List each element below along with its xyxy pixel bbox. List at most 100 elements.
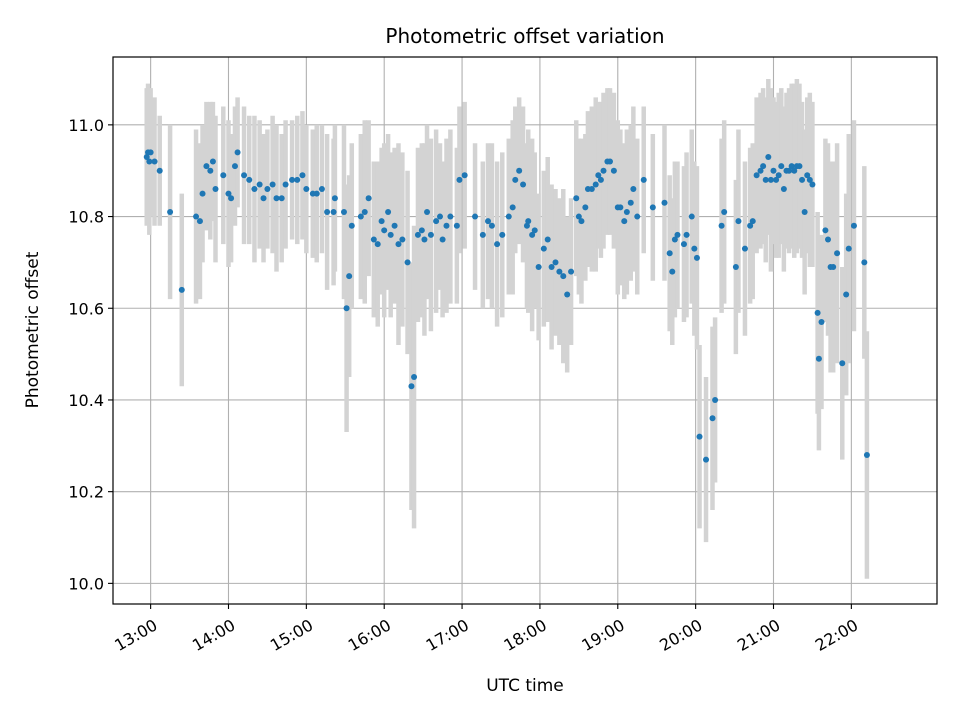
data-point xyxy=(767,176,774,183)
data-point xyxy=(863,451,870,458)
data-point xyxy=(346,273,353,280)
data-point xyxy=(575,213,582,220)
data-point xyxy=(418,227,425,234)
data-point xyxy=(374,241,381,248)
data-point xyxy=(348,222,355,229)
data-point xyxy=(693,254,700,261)
data-point xyxy=(778,163,785,170)
data-point xyxy=(623,208,630,215)
data-point xyxy=(516,167,523,174)
data-point xyxy=(246,176,253,183)
data-point xyxy=(331,195,338,202)
data-point xyxy=(437,213,444,220)
data-point xyxy=(212,186,219,193)
data-point xyxy=(505,213,512,220)
x-axis-label: UTC time xyxy=(486,676,564,696)
data-point xyxy=(691,245,698,252)
data-point xyxy=(424,208,431,215)
data-point xyxy=(861,259,868,266)
data-point xyxy=(818,319,825,326)
data-point xyxy=(529,231,536,238)
data-point xyxy=(343,305,350,312)
data-point xyxy=(843,291,850,298)
data-point xyxy=(278,195,285,202)
data-point xyxy=(552,259,559,266)
data-point xyxy=(568,268,575,275)
data-point xyxy=(273,195,280,202)
data-point xyxy=(845,245,852,252)
data-point xyxy=(146,158,153,165)
data-point xyxy=(365,195,372,202)
data-point xyxy=(753,172,760,179)
data-point xyxy=(634,213,641,220)
data-point xyxy=(556,268,563,275)
data-point xyxy=(340,208,347,215)
y-tick-label: 10.8 xyxy=(68,208,104,227)
y-axis-label: Photometric offset xyxy=(23,251,43,408)
data-point xyxy=(597,176,604,183)
data-point xyxy=(610,167,617,174)
data-points xyxy=(143,149,870,463)
data-point xyxy=(381,227,388,234)
data-point xyxy=(225,190,232,197)
data-point xyxy=(703,456,710,463)
data-point xyxy=(709,415,716,422)
data-point xyxy=(606,158,613,165)
data-point xyxy=(494,241,501,248)
data-point xyxy=(193,213,200,220)
data-point xyxy=(520,181,527,188)
data-point xyxy=(228,195,235,202)
data-point xyxy=(260,195,267,202)
data-point xyxy=(680,241,687,248)
data-point xyxy=(540,245,547,252)
data-point xyxy=(299,172,306,179)
data-point xyxy=(523,222,530,229)
data-point xyxy=(231,163,238,170)
data-point xyxy=(839,360,846,367)
data-point xyxy=(548,263,555,270)
data-point xyxy=(600,167,607,174)
data-point xyxy=(786,167,793,174)
data-point xyxy=(649,204,656,211)
data-point xyxy=(220,172,227,179)
data-point xyxy=(630,186,637,193)
data-point xyxy=(640,176,647,183)
data-point xyxy=(718,222,725,229)
data-point xyxy=(578,218,585,225)
data-point xyxy=(147,149,154,156)
data-point xyxy=(671,236,678,243)
data-point xyxy=(294,176,301,183)
data-point xyxy=(617,204,624,211)
data-point xyxy=(712,396,719,403)
data-point xyxy=(196,218,203,225)
data-point xyxy=(804,172,811,179)
data-point xyxy=(391,222,398,229)
data-point xyxy=(433,218,440,225)
data-point xyxy=(735,218,742,225)
data-point xyxy=(683,231,690,238)
data-point xyxy=(796,163,803,170)
data-point xyxy=(788,163,795,170)
data-point xyxy=(395,241,402,248)
data-point xyxy=(447,213,454,220)
data-point xyxy=(408,383,415,390)
data-point xyxy=(289,176,296,183)
data-point xyxy=(696,433,703,440)
data-point xyxy=(427,231,434,238)
data-point xyxy=(143,153,150,160)
data-point xyxy=(815,355,822,362)
data-point xyxy=(472,213,479,220)
data-point xyxy=(760,163,767,170)
data-point xyxy=(747,222,754,229)
data-point xyxy=(324,208,331,215)
data-point xyxy=(370,236,377,243)
data-point xyxy=(439,236,446,243)
data-point xyxy=(850,222,857,229)
data-point xyxy=(357,213,364,220)
y-tick-label: 10.6 xyxy=(68,299,104,318)
data-point xyxy=(544,236,551,243)
data-point xyxy=(775,172,782,179)
data-point xyxy=(421,236,428,243)
data-point xyxy=(824,236,831,243)
